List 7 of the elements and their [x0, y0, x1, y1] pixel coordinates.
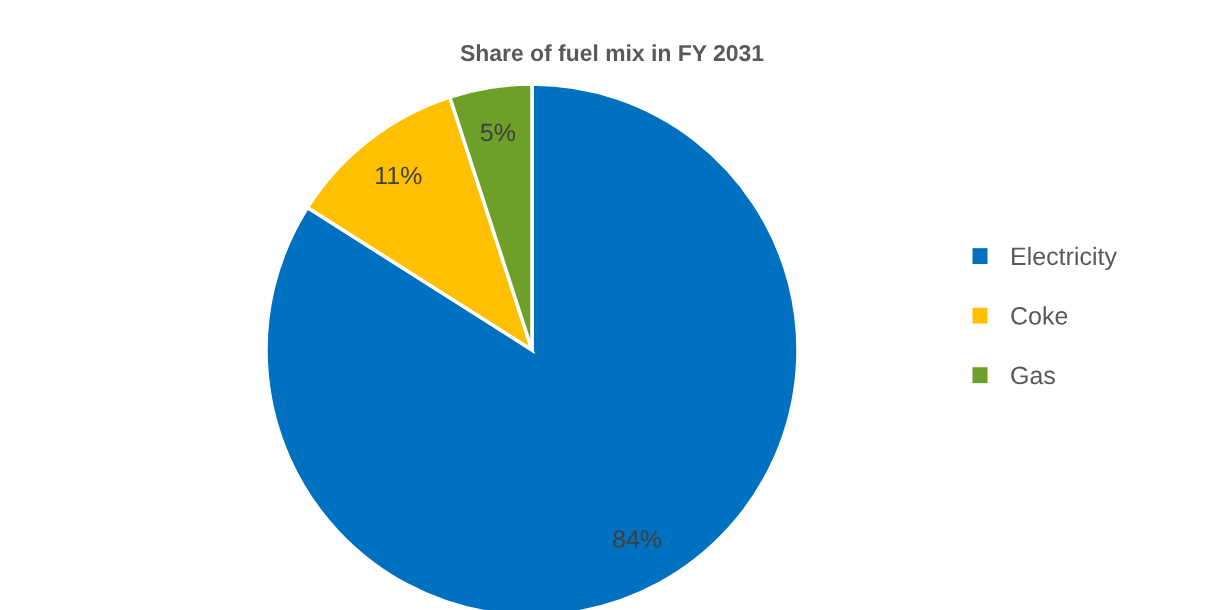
legend-label: Gas [1011, 366, 1055, 385]
data-label: 5% [480, 123, 516, 142]
legend-label: Coke [1011, 306, 1068, 325]
data-label: 11% [376, 166, 422, 185]
data-label: 84% [613, 530, 662, 548]
chart-title: Share of fuel mix in FY 2031 [460, 44, 764, 62]
legend-label: Electricity [1012, 246, 1117, 271]
